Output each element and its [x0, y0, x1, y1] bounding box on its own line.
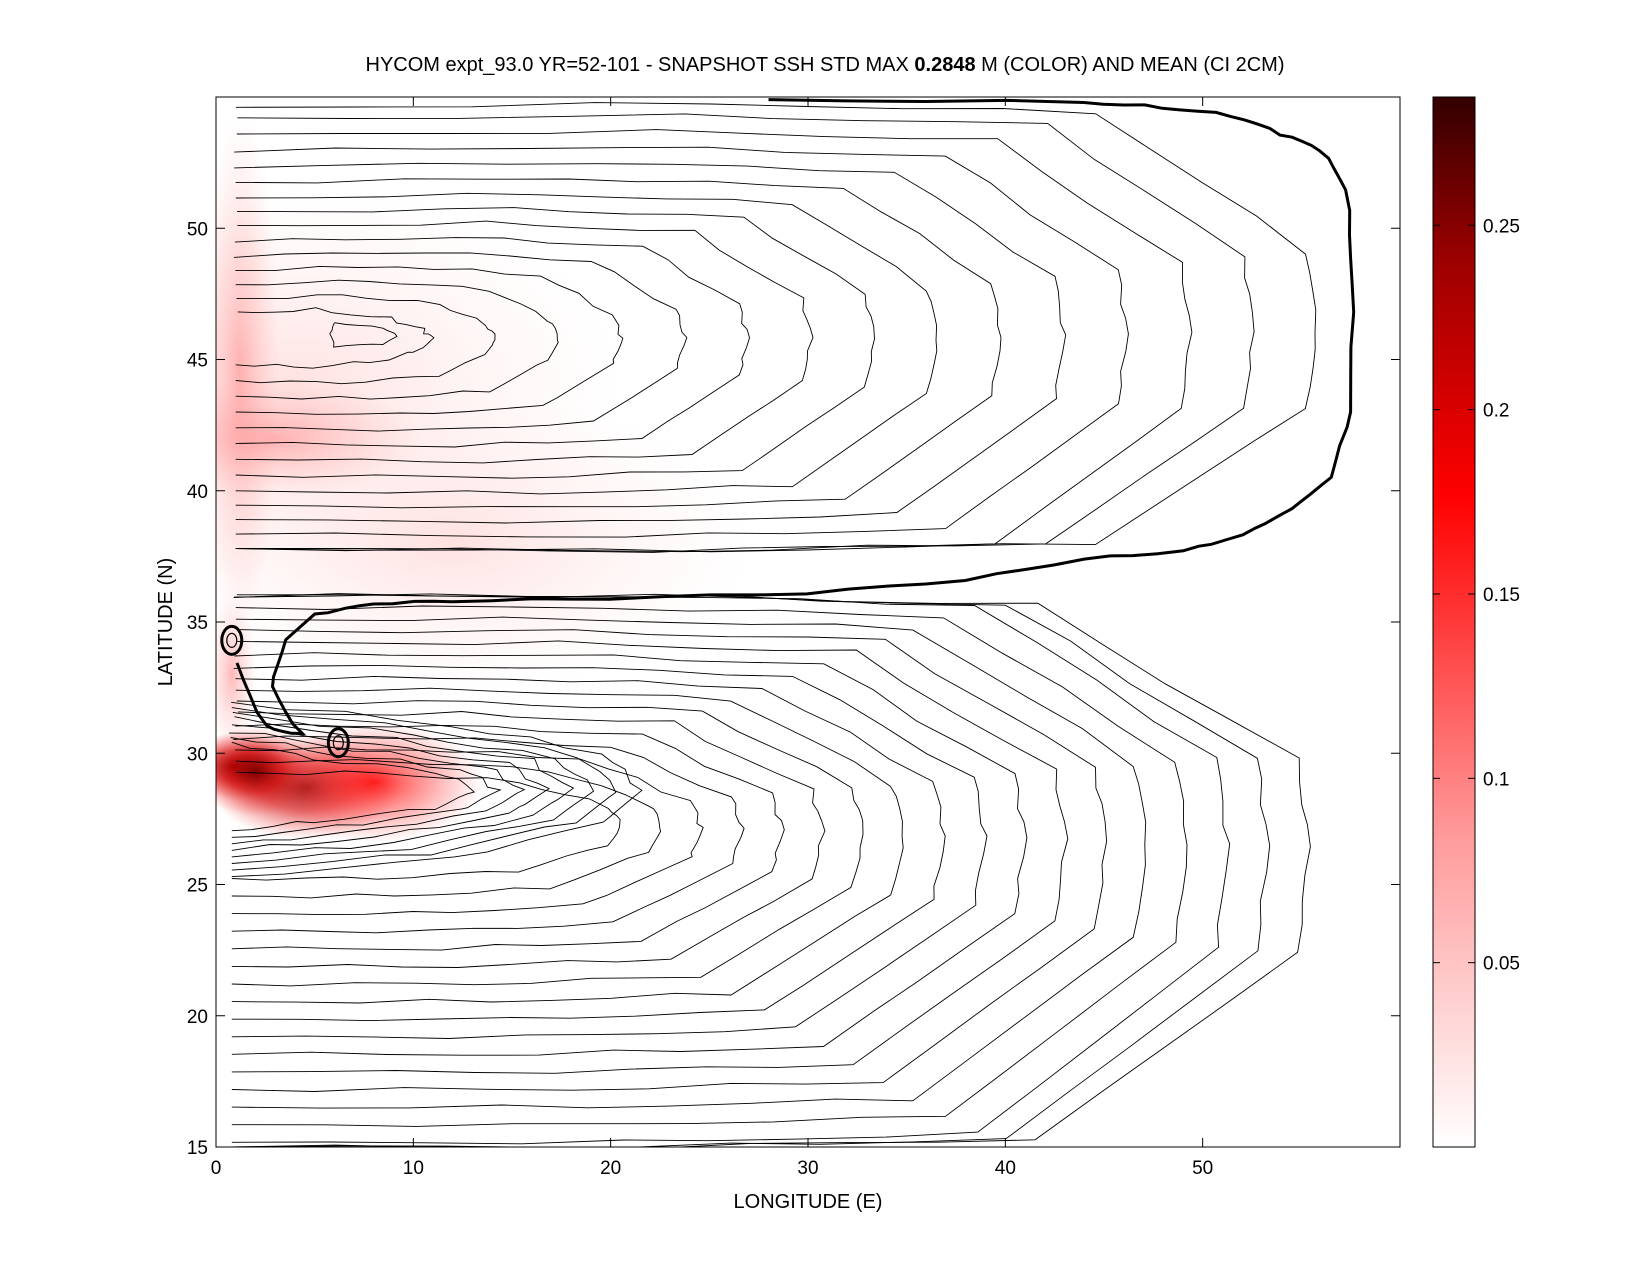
mean-ssh-contour: [233, 252, 688, 432]
mean-ssh-contour: [231, 711, 826, 968]
mean-ssh-contour: [235, 129, 1193, 553]
y-tick-label: 50: [187, 219, 208, 240]
y-axis: 15 20 25 30 35 40 45 50: [187, 219, 1400, 1159]
heat-field: [216, 112, 753, 843]
mean-ssh-contour: [231, 664, 988, 1039]
mean-ssh-contour: [231, 723, 785, 951]
mean-ssh-contour: [235, 307, 435, 369]
y-axis-label: LATITUDE (N): [155, 558, 177, 687]
colorbar-tick-label: 0.1: [1483, 769, 1509, 790]
jet-variance-band: [216, 378, 426, 499]
y-tick-label: 40: [187, 482, 208, 503]
mean-ssh-contour: [235, 192, 938, 495]
zero-contour: [235, 98, 1356, 736]
mean-ssh-contour: [235, 220, 814, 464]
colorbar-axis: 0.05 0.1 0.15 0.2 0.25: [1433, 216, 1520, 975]
variance-peak: [216, 726, 316, 817]
y-tick-label: 20: [187, 1007, 208, 1028]
mean-ssh-contour: [231, 711, 595, 864]
mean-ssh-contour: [234, 162, 1067, 524]
mean-ssh-contour: [231, 675, 946, 1022]
mean-ssh-contour: [231, 616, 1147, 1109]
y-tick-label: 25: [187, 876, 208, 897]
mean-ssh-contour: [235, 178, 1002, 509]
mean-ssh-contour: [234, 237, 750, 448]
title-suffix: M (COLOR) AND MEAN (CI 2CM): [975, 54, 1285, 76]
x-tick-label: 30: [797, 1158, 818, 1179]
y-tick-label: 15: [187, 1138, 208, 1159]
x-axis-label: LONGITUDE (E): [734, 1191, 883, 1213]
mean-ssh-contour: [231, 701, 643, 878]
x-axis: 0 10 20 30 40 50: [211, 97, 1213, 1179]
mean-ssh-contour: [231, 735, 745, 934]
mean-ssh-contour: [231, 605, 1188, 1127]
eddy-ring: [326, 727, 350, 759]
colorbar-tick-label: 0.2: [1483, 401, 1509, 422]
mean-ssh-contour: [235, 113, 1255, 553]
colorbar-tick-label: 0.05: [1483, 954, 1520, 975]
colorbar: [1432, 96, 1476, 1148]
mean-ssh-contour: [231, 716, 575, 858]
mean-ssh-contour: [235, 294, 496, 385]
y-tick-label: 45: [187, 351, 208, 372]
x-tick-label: 20: [600, 1158, 621, 1179]
mean-ssh-contour: [231, 707, 617, 871]
x-tick-label: 0: [211, 1158, 222, 1179]
mean-ssh-contour: [229, 732, 526, 845]
title-max-value: 0.2848: [914, 54, 976, 76]
mean-ssh-contour: [231, 724, 551, 851]
mean-ssh-contour: [231, 593, 1231, 1145]
eddy-ring: [220, 624, 244, 656]
mean-ssh-contour: [231, 593, 1311, 1147]
mean-ssh-contour: [231, 640, 1069, 1074]
mean-ssh-contour: [234, 146, 1129, 538]
mean-ssh-contour: [231, 629, 1108, 1092]
x-tick-label: 10: [403, 1158, 424, 1179]
mean-ssh-contours: [220, 98, 1356, 1147]
colorbar-tick-label: 0.15: [1483, 585, 1520, 606]
x-tick-label: 50: [1192, 1158, 1213, 1179]
mean-ssh-contour: [231, 741, 476, 832]
mean-ssh-contour: [235, 207, 875, 479]
title-prefix: HYCOM expt_93.0 YR=52-101 - SNAPSHOT SSH…: [365, 54, 915, 76]
mean-ssh-contour: [235, 279, 559, 400]
variance-peak: [263, 721, 484, 843]
mean-ssh-contour: [231, 770, 621, 881]
mean-ssh-contour: [235, 265, 624, 415]
eddy-ring: [226, 632, 238, 648]
mean-ssh-contour: [235, 102, 1317, 553]
mean-ssh-contour: [231, 700, 864, 987]
eddy-ring: [332, 735, 344, 751]
y-tick-label: 35: [187, 613, 208, 634]
x-tick-label: 40: [995, 1158, 1016, 1179]
mean-ssh-contour: [231, 759, 662, 899]
mean-ssh-contour: [329, 322, 398, 348]
chart-title: HYCOM expt_93.0 YR=52-101 - SNAPSHOT SSH…: [0, 54, 1650, 77]
boundary-variance-band: [216, 112, 280, 633]
colorbar-tick-label: 0.25: [1483, 216, 1520, 237]
mean-ssh-contour: [231, 652, 1028, 1056]
y-tick-label: 30: [187, 744, 208, 765]
mean-ssh-contour: [231, 687, 904, 1004]
